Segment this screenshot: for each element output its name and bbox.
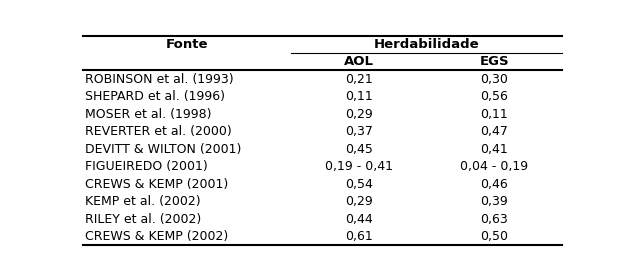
Text: ROBINSON et al. (1993): ROBINSON et al. (1993) [85,73,233,86]
Text: 0,19 - 0,41: 0,19 - 0,41 [325,160,393,173]
Text: FIGUEIREDO (2001): FIGUEIREDO (2001) [85,160,208,173]
Text: 0,39: 0,39 [481,195,508,208]
Text: 0,56: 0,56 [481,90,508,103]
Text: 0,29: 0,29 [345,108,373,121]
Text: CREWS & KEMP (2002): CREWS & KEMP (2002) [85,230,228,243]
Text: 0,44: 0,44 [345,213,373,225]
Text: Herdabilidade: Herdabilidade [374,38,479,51]
Text: DEVITT & WILTON (2001): DEVITT & WILTON (2001) [85,143,242,156]
Text: 0,11: 0,11 [345,90,373,103]
Text: 0,30: 0,30 [481,73,508,86]
Text: RILEY et al. (2002): RILEY et al. (2002) [85,213,201,225]
Text: REVERTER et al. (2000): REVERTER et al. (2000) [85,125,231,138]
Text: KEMP et al. (2002): KEMP et al. (2002) [85,195,201,208]
Text: 0,61: 0,61 [345,230,373,243]
Text: 0,41: 0,41 [481,143,508,156]
Text: 0,29: 0,29 [345,195,373,208]
Text: SHEPARD et al. (1996): SHEPARD et al. (1996) [85,90,225,103]
Text: 0,45: 0,45 [345,143,373,156]
Text: AOL: AOL [344,55,374,68]
Text: 0,50: 0,50 [481,230,508,243]
Text: 0,11: 0,11 [481,108,508,121]
Text: MOSER et al. (1998): MOSER et al. (1998) [85,108,211,121]
Text: 0,46: 0,46 [481,178,508,191]
Text: Fonte: Fonte [165,38,208,51]
Text: CREWS & KEMP (2001): CREWS & KEMP (2001) [85,178,228,191]
Text: 0,54: 0,54 [345,178,373,191]
Text: 0,04 - 0,19: 0,04 - 0,19 [460,160,528,173]
Text: 0,47: 0,47 [481,125,508,138]
Text: 0,63: 0,63 [481,213,508,225]
Text: 0,21: 0,21 [345,73,373,86]
Text: EGS: EGS [480,55,509,68]
Text: 0,37: 0,37 [345,125,373,138]
